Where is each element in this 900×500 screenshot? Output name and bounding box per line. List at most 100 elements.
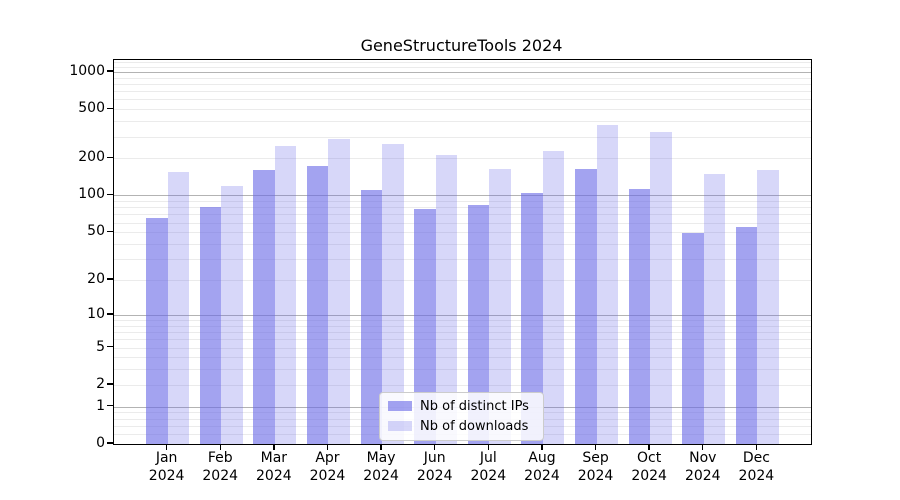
y-tick (106, 345, 113, 348)
gridline-major (114, 314, 811, 316)
y-tick-label: 100 (78, 186, 105, 203)
gridline-minor (114, 369, 811, 371)
bar-nb-of-downloads-mar (274, 146, 297, 444)
bar-nb-of-distinct-ips-nov (682, 233, 704, 444)
bars-layer (114, 60, 811, 444)
x-tick-label-year: 2024 (202, 467, 239, 484)
gridline-minor (114, 136, 811, 138)
x-tick-label-year: 2024 (256, 467, 292, 484)
x-tick-label-year: 2024 (684, 467, 721, 484)
y-tick (106, 230, 113, 232)
gridline-minor (114, 207, 811, 209)
bar-nb-of-distinct-ips-feb (199, 207, 222, 444)
chart-title: GeneStructureTools 2024 (360, 36, 563, 55)
legend-label: Nb of downloads (420, 418, 529, 434)
gridline-major (114, 195, 811, 197)
gridline-minor (114, 66, 811, 68)
x-tick-label: Sep 2024 (561, 450, 631, 485)
bar-nb-of-distinct-ips-dec (735, 227, 758, 444)
y-tick-label: 5 (96, 338, 105, 355)
x-tick-label-month: Nov (689, 450, 717, 466)
x-tick-label: Mar 2024 (239, 450, 309, 485)
y-tick-label: 500 (78, 100, 105, 117)
y-tick (106, 442, 113, 444)
gridline-minor (114, 201, 811, 203)
bar-nb-of-downloads-oct (650, 131, 672, 444)
legend-row: Nb of distinct IPs (388, 399, 533, 414)
y-tick (106, 193, 113, 196)
x-tick-label-month: Aug (528, 450, 556, 466)
x-tick-label: Dec 2024 (721, 450, 791, 485)
gridline-minor (114, 319, 811, 321)
y-tick-label: 1 (96, 397, 105, 414)
bar-nb-of-downloads-jul (489, 168, 511, 444)
x-tick (755, 444, 758, 450)
bar-nb-of-downloads-apr (328, 139, 350, 444)
x-tick-label: Aug 2024 (507, 450, 577, 485)
x-tick (648, 444, 650, 450)
bar-nb-of-downloads-jun (435, 154, 458, 444)
bar-nb-of-distinct-ips-oct (628, 188, 651, 444)
gridline-minor (114, 62, 811, 64)
bar-nb-of-downloads-dec (757, 170, 779, 444)
x-tick (487, 444, 489, 450)
gridline-minor (114, 280, 811, 282)
gridline-minor (114, 91, 811, 93)
x-tick-label-month: Oct (637, 450, 662, 466)
x-tick (326, 444, 329, 450)
legend-swatch (388, 420, 412, 432)
bar-nb-of-downloads-feb (221, 185, 243, 444)
x-tick-label: Nov 2024 (668, 450, 738, 485)
bar-nb-of-downloads-sep (596, 125, 618, 444)
bar-nb-of-downloads-may (382, 144, 404, 444)
y-tick-label: 1000 (69, 62, 105, 79)
x-tick-label: May 2024 (346, 450, 416, 485)
x-tick-label-month: Feb (207, 450, 233, 466)
gridline-minor (114, 83, 811, 85)
x-tick-label-month: Sep (582, 450, 609, 466)
x-tick-label: Oct 2024 (614, 450, 684, 485)
x-tick-label-year: 2024 (738, 467, 775, 484)
x-tick-label-month: Dec (742, 450, 770, 466)
x-tick (165, 444, 168, 450)
y-tick-label: 200 (78, 149, 105, 166)
bar-nb-of-distinct-ips-jan (146, 218, 168, 444)
x-tick-label-month: Jan (155, 450, 178, 466)
bar-nb-of-distinct-ips-sep (575, 168, 597, 444)
y-tick (106, 107, 113, 109)
x-tick-label-month: Jul (479, 450, 497, 466)
x-tick-label: Feb 2024 (185, 450, 255, 485)
gridline-minor (114, 332, 811, 333)
legend-row: Nb of downloads (388, 419, 533, 434)
x-tick-label-month: Jun (423, 450, 446, 466)
x-tick-label-year: 2024 (577, 467, 614, 484)
y-tick (106, 156, 113, 159)
x-tick-label-year: 2024 (363, 467, 399, 484)
y-tick (106, 383, 113, 385)
gridline-minor (114, 339, 811, 341)
gridline-minor (114, 158, 811, 160)
y-tick (106, 404, 113, 407)
gridline-minor (114, 347, 811, 349)
gridline-minor (114, 222, 811, 224)
x-tick-label-month: May (366, 450, 396, 466)
x-tick-label-year: 2024 (524, 467, 560, 484)
bar-nb-of-downloads-nov (703, 173, 726, 444)
y-tick-label: 10 (87, 305, 105, 322)
x-tick-label: Jun 2024 (400, 450, 470, 485)
bar-nb-of-downloads-jan (167, 172, 190, 444)
bar-nb-of-distinct-ips-jun (414, 208, 436, 444)
x-tick (380, 444, 382, 450)
y-tick-label: 2 (96, 375, 105, 392)
gridline-minor (114, 259, 811, 261)
gridline-minor (114, 77, 811, 79)
gridline-minor (114, 232, 811, 234)
y-tick-label: 0 (96, 435, 105, 451)
x-tick-label-year: 2024 (470, 467, 507, 484)
x-tick-label-year: 2024 (309, 467, 346, 484)
x-tick-label-month: Mar (260, 450, 288, 466)
x-tick-label-year: 2024 (416, 467, 453, 484)
bar-nb-of-distinct-ips-jul (467, 204, 490, 444)
bar-nb-of-distinct-ips-apr (307, 165, 329, 444)
